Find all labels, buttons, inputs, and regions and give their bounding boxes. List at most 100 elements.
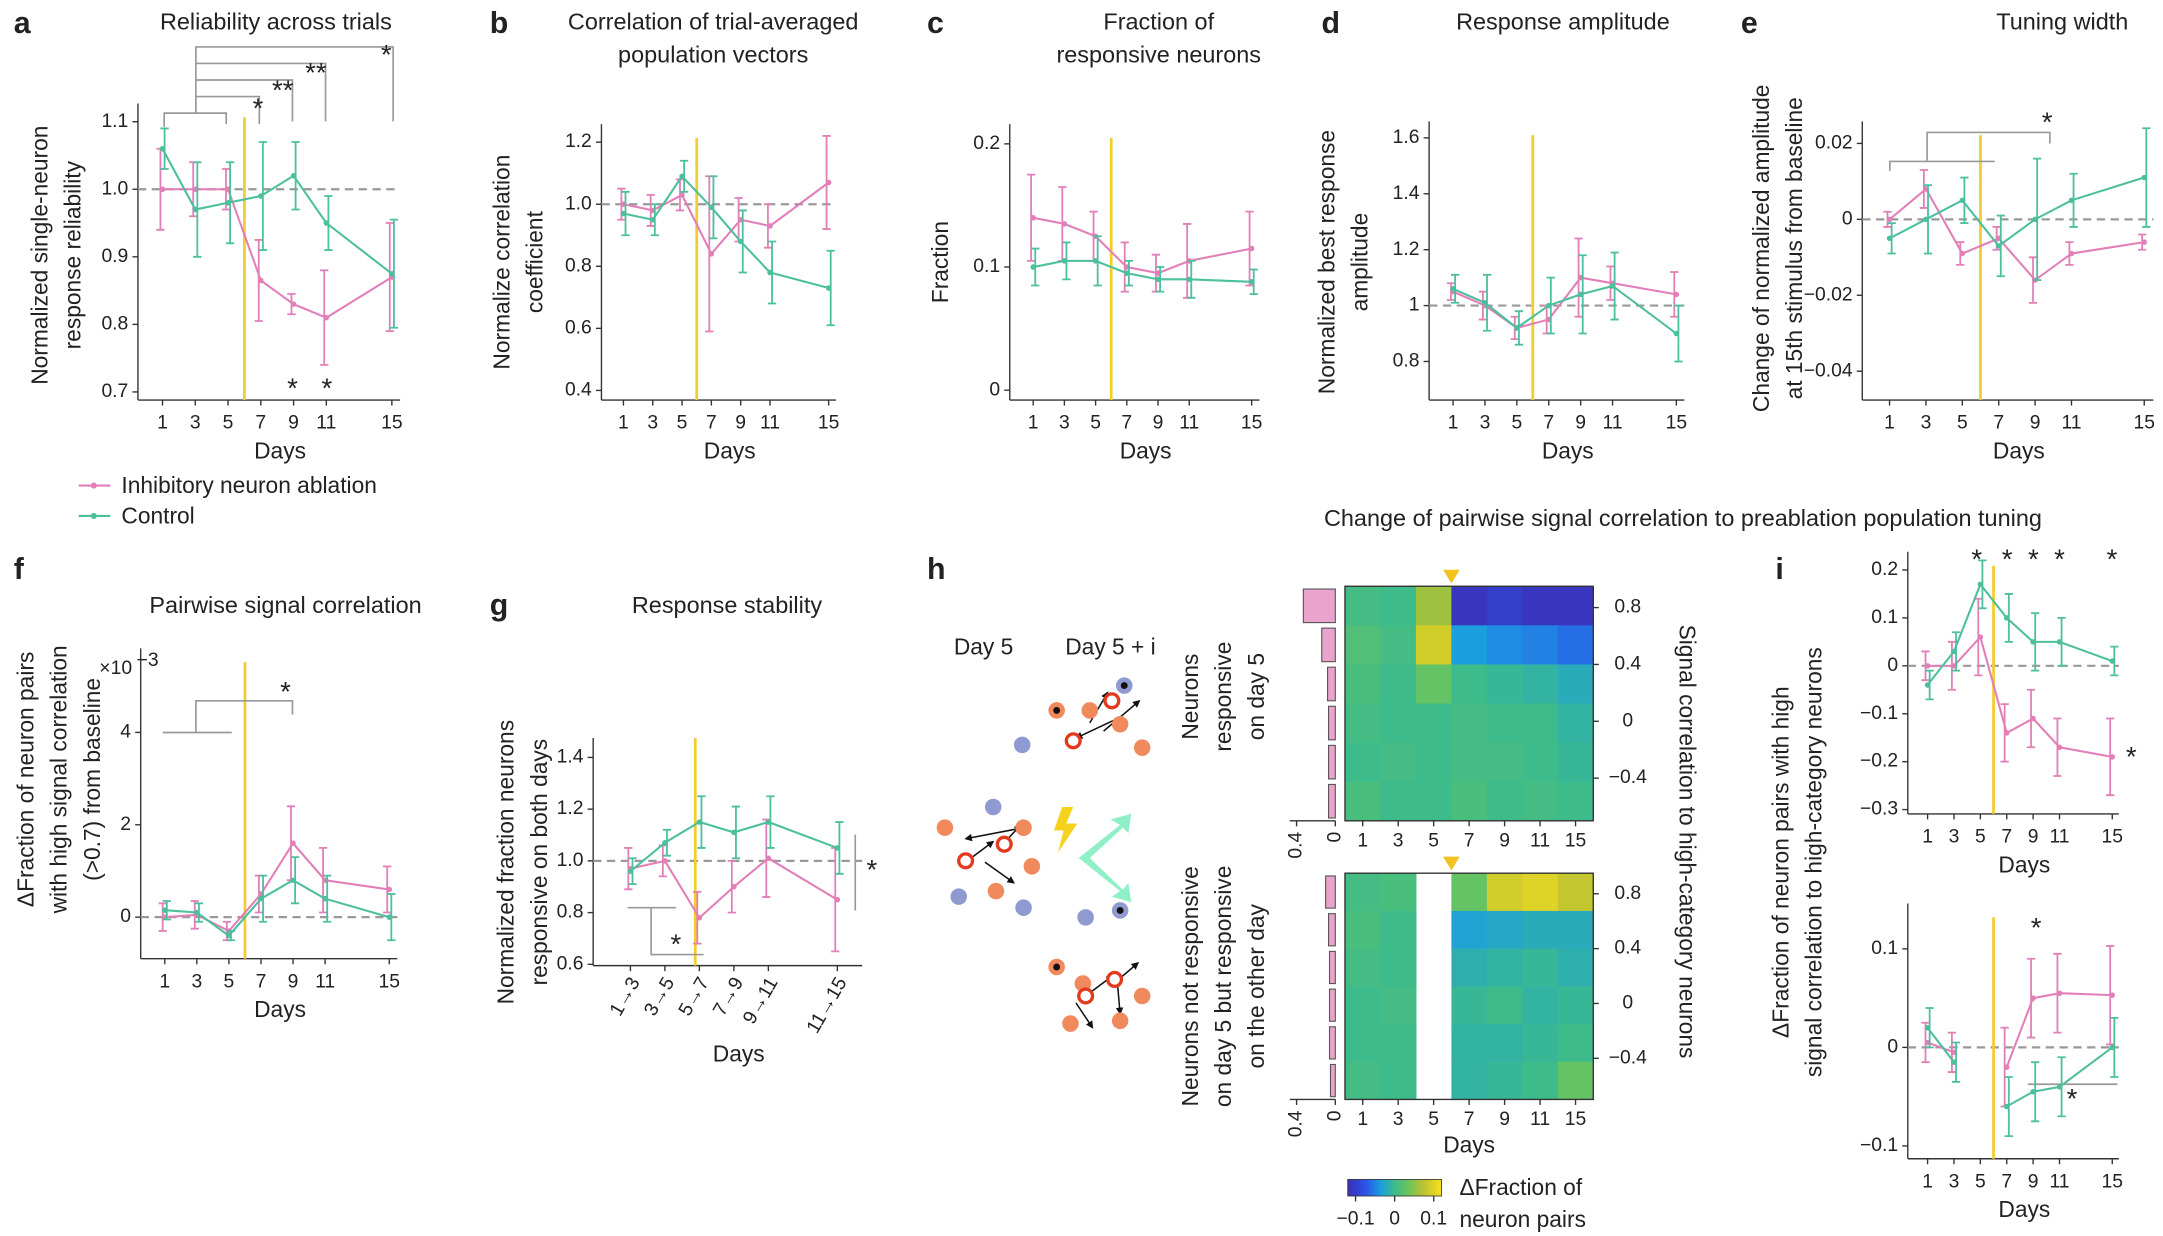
heatmap-cell xyxy=(1486,703,1523,744)
heatmap-frame xyxy=(1344,872,1594,1101)
panel-title: Pairwise signal correlation xyxy=(149,592,421,618)
heatmap-cell xyxy=(1451,586,1488,626)
x-tick-label: 1 xyxy=(1922,826,1933,847)
significance-mark: * xyxy=(2002,544,2013,575)
heatmap-cell xyxy=(1380,910,1417,950)
ablation-marker xyxy=(1443,569,1460,584)
data-point xyxy=(386,886,393,893)
heatmap-cell xyxy=(1557,586,1594,626)
panel-letter: a xyxy=(14,7,32,40)
x-tick-label: 15 xyxy=(1565,831,1586,852)
data-point xyxy=(1924,682,1931,688)
x-tick-label: 11 xyxy=(760,413,780,434)
bar-tick-label: 0.4 xyxy=(1286,1110,1307,1137)
data-point xyxy=(386,914,393,920)
y-tick-label: 1.6 xyxy=(1393,127,1420,148)
y-tick-label: 0.4 xyxy=(1614,654,1641,675)
data-point xyxy=(662,840,668,846)
data-point xyxy=(1673,330,1680,337)
data-point xyxy=(2109,658,2116,664)
data-point xyxy=(765,819,772,825)
y-tick-label: 0 xyxy=(1622,993,1633,1014)
bar xyxy=(1328,988,1336,1022)
y-tick-label: −0.02 xyxy=(1804,284,1853,305)
x-axis-label: Days xyxy=(1998,851,2050,877)
y-tick-label: 0 xyxy=(1622,710,1633,731)
heatmap-cell xyxy=(1522,742,1559,783)
x-tick-label: 11 xyxy=(1530,1109,1550,1130)
x-tick-label: 9 xyxy=(2030,413,2041,434)
heatmap-cell xyxy=(1557,781,1594,822)
bar-tick-label: 0 xyxy=(1324,832,1345,843)
x-tick-label: 3 xyxy=(1949,1171,1960,1192)
data-point xyxy=(767,269,773,276)
legend-label: Control xyxy=(121,502,194,528)
panel-letter: g xyxy=(490,589,509,622)
data-point xyxy=(1514,325,1520,331)
y-tick-label: −0.04 xyxy=(1804,360,1853,381)
data-point xyxy=(696,915,703,921)
x-tick-label: 3 xyxy=(190,413,201,434)
data-point xyxy=(1545,302,1552,309)
significance-mark: * xyxy=(2126,741,2137,772)
data-point xyxy=(2003,730,2010,736)
data-point xyxy=(1482,300,1488,306)
data-point xyxy=(162,907,168,913)
axis-multiplier-exponent: −3 xyxy=(137,650,159,671)
y-axis-label: signal correlation to high-category neur… xyxy=(1800,647,1826,1077)
heatmap-cell xyxy=(1522,664,1559,705)
heatmap-cell xyxy=(1380,948,1417,987)
heatmap-cell xyxy=(1344,664,1382,705)
x-tick-label: 3 xyxy=(191,971,202,992)
y-tick-label: 1.2 xyxy=(565,131,592,152)
data-point xyxy=(2032,216,2038,223)
data-point xyxy=(696,819,703,825)
row-group-label: Neurons xyxy=(1177,654,1203,740)
data-point xyxy=(679,173,685,180)
x-tick-label: 9 xyxy=(1575,413,1586,434)
bar xyxy=(1327,666,1336,702)
x-axis-label: Days xyxy=(1542,437,1594,463)
y-tick-label: 0.02 xyxy=(1815,133,1853,154)
heatmap-cell xyxy=(1451,781,1488,822)
x-tick-label: 5 xyxy=(1975,826,1986,847)
x-tick-label: 11 xyxy=(2049,826,2069,847)
significance-bracket xyxy=(650,907,704,956)
data-point xyxy=(1886,235,1893,242)
x-tick-label: 15 xyxy=(2102,826,2123,847)
x-tick-label: 9 xyxy=(2028,826,2039,847)
heatmap-cell xyxy=(1451,664,1488,705)
significance-bracket xyxy=(195,95,261,125)
x-tick-label: 5 xyxy=(1975,1171,1986,1192)
bar xyxy=(1321,627,1336,663)
panel-title: Response stability xyxy=(632,592,822,618)
x-tick-label: 5 xyxy=(1511,413,1522,434)
y-tick-label: 1.4 xyxy=(557,747,584,768)
data-point xyxy=(765,855,772,862)
row-group-label: on the other day xyxy=(1243,903,1269,1068)
data-point xyxy=(2109,754,2116,760)
heatmap-cell xyxy=(1415,781,1452,822)
data-point xyxy=(1959,250,1966,257)
heatmap-cell xyxy=(1380,873,1417,912)
significance-mark: * xyxy=(2054,544,2065,575)
data-point xyxy=(767,223,773,229)
diagram-label: Day 5 + i xyxy=(1065,633,1155,659)
data-point xyxy=(258,193,264,199)
heatmap-cell xyxy=(1344,873,1382,912)
y-tick-label: 1.0 xyxy=(565,193,592,214)
data-point xyxy=(731,883,737,890)
data-point xyxy=(662,858,668,864)
x-tick-label: 3 xyxy=(1921,413,1932,434)
data-point xyxy=(2030,1088,2036,1095)
x-tick-label: 9 xyxy=(1153,413,1164,434)
heatmap-cell xyxy=(1522,986,1559,1025)
y-tick-label: 0 xyxy=(1842,208,1853,229)
data-point xyxy=(834,845,841,851)
data-point xyxy=(159,186,166,193)
y-tick-label: 0.8 xyxy=(565,255,592,276)
x-tick-label: 15 xyxy=(818,413,839,434)
data-point xyxy=(1977,581,1984,588)
x-tick-label: 1 xyxy=(159,971,170,992)
